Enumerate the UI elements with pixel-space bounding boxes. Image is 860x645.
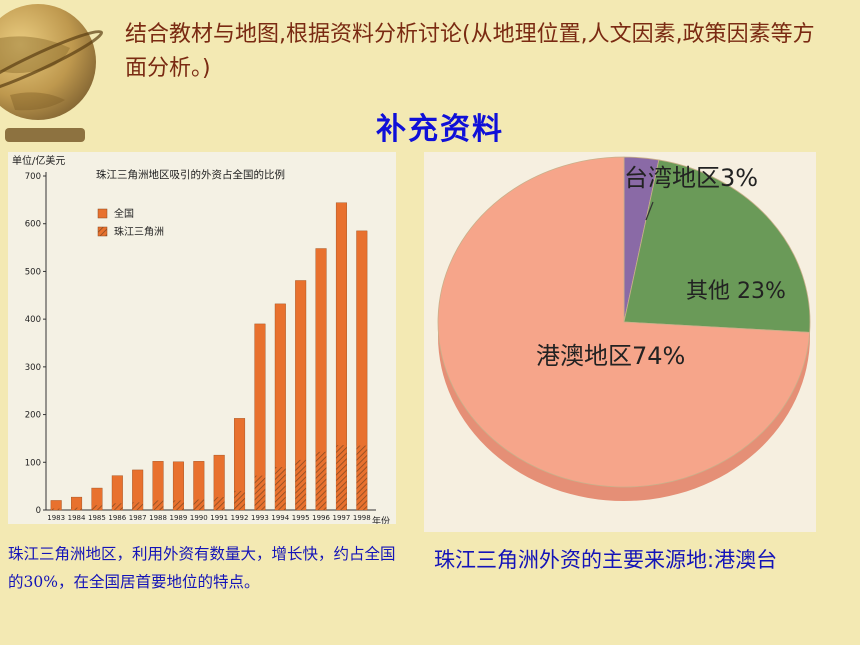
x-tick-label: 1990 [190,514,208,522]
bar-chart-panel: 单位/亿美元 珠江三角洲地区吸引的外资占全国的比例 年份 0 100 200 300 4… [8,152,396,524]
bar-delta-1989 [173,500,184,510]
bar-delta-1985 [91,505,103,510]
bar-delta-1991 [213,497,225,510]
x-tick-label: 1991 [210,514,228,522]
pie-label-taiwan: 台湾地区3% [624,164,758,192]
x-tick-label: 1989 [170,514,188,522]
bar-delta-1992 [234,490,245,510]
pie-label-other: 其他 23% [686,279,786,304]
bar-delta-1986 [112,503,123,510]
pie-chart: 台湾地区3% 其他 23% 港澳地区74% [437,156,811,501]
bar-delta-1994 [275,467,286,510]
y-tick-label: 400 [25,315,41,325]
chart-xlabel: 年份 [372,515,390,524]
caption-left: 珠江三角洲地区，利用外资有数量大，增长快，约占全国的30%，在全国居首要地位的特… [8,545,396,591]
bar-delta-1984 [71,507,82,510]
legend-label-delta: 珠江三角洲 [114,225,164,238]
x-tick-label: 1986 [108,514,126,522]
x-tick-label: 1996 [312,514,330,522]
legend-swatch-delta [97,226,108,237]
bar-delta-1983 [50,508,62,510]
bar-chart: 单位/亿美元 珠江三角洲地区吸引的外资占全国的比例 年份 0 100 200 300 4… [12,154,390,524]
bar-delta-1995 [295,459,306,510]
y-tick-label: 0 [36,506,41,516]
x-tick-label: 1992 [231,514,249,522]
chart-title: 珠江三角洲地区吸引的外资占全国的比例 [96,168,285,181]
x-tick-label: 1993 [251,514,269,522]
bar-delta-1996 [315,451,327,510]
bar-delta-1997 [336,445,347,510]
bar-delta-1988 [152,500,164,510]
caption-right: 珠江三角洲外资的主要来源地:港澳台 [434,548,778,572]
y-tick-label: 300 [25,363,41,373]
pie-label-hk-macau: 港澳地区74% [536,342,685,370]
bar-delta-1990 [193,499,205,510]
bar-delta-1993 [254,475,266,510]
y-tick-label: 200 [25,411,41,421]
pie-chart-panel: 台湾地区3% 其他 23% 港澳地区74% [424,152,816,532]
x-tick-label: 1983 [47,514,65,522]
y-tick-label: 600 [25,220,41,230]
x-tick-label: 1998 [353,514,371,522]
bar-delta-1987 [132,502,143,510]
globe-decoration-icon [0,4,104,142]
pie-slice-hk-macau [437,156,811,488]
y-tick-label: 500 [25,267,41,277]
x-tick-label: 1987 [129,514,147,522]
taiwan-leader-line [645,201,654,221]
x-tick-label: 1988 [149,514,167,522]
section-title: 补充资料 [376,112,504,147]
bar-delta-1998 [356,445,368,510]
legend-swatch-national [97,208,108,219]
x-tick-label: 1984 [68,514,86,522]
y-tick-label: 700 [25,172,41,182]
chart-ylabel: 单位/亿美元 [12,154,65,167]
x-tick-label: 1994 [271,514,289,522]
y-tick-label: 100 [25,458,41,468]
header-title: 结合教材与地图,根据资料分析讨论(从地理位置,人文因素,政策因素等方面分析。) [125,22,815,81]
legend-label-national: 全国 [114,207,134,220]
pie-slice-other [623,159,811,333]
x-tick-label: 1985 [88,514,106,522]
x-tick-label: 1995 [292,514,310,522]
x-tick-label: 1997 [333,514,351,522]
